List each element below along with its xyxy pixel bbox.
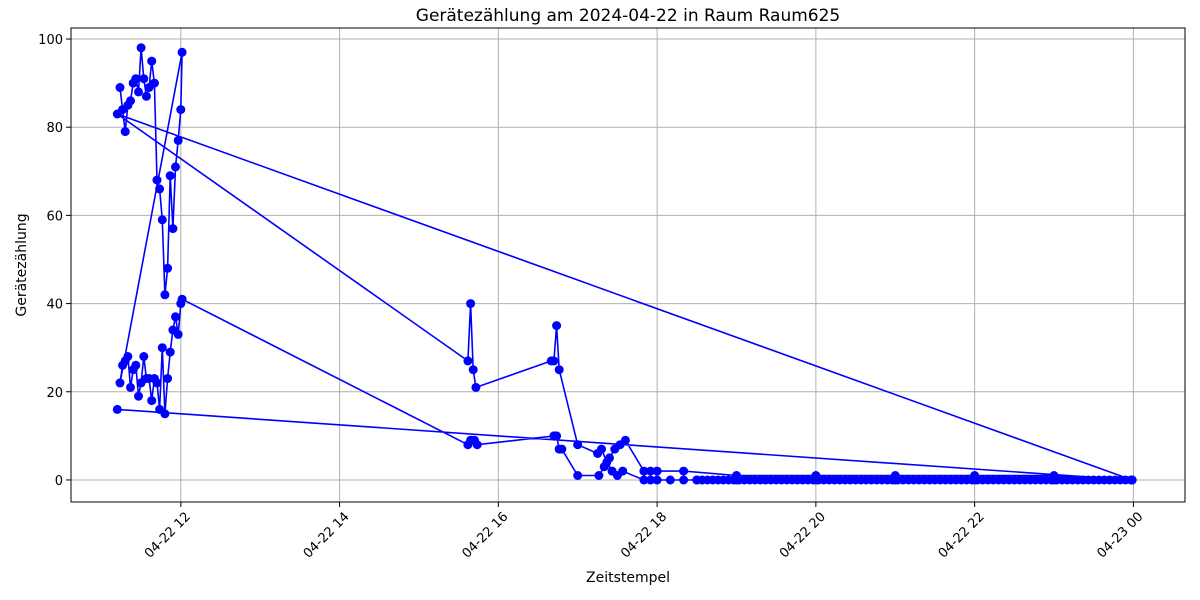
data-point <box>602 457 612 467</box>
data-point <box>171 312 180 322</box>
data-point <box>160 290 170 300</box>
x-tick-label: 04-22 14 <box>301 509 353 561</box>
y-tick-label: 80 <box>46 121 63 136</box>
chart-title: Gerätezählung am 2024-04-22 in Raum Raum… <box>416 6 840 26</box>
x-tick-label: 04-22 16 <box>459 509 511 561</box>
data-point <box>155 184 165 194</box>
data-point <box>1126 475 1136 485</box>
data-point <box>597 444 606 454</box>
data-point <box>646 475 655 485</box>
data-point <box>131 360 141 370</box>
x-tick-label: 04-22 20 <box>777 509 829 561</box>
y-tick-label: 100 <box>38 33 63 48</box>
data-point <box>471 382 481 392</box>
data-point <box>573 471 583 480</box>
data-point <box>177 294 187 304</box>
data-point <box>157 215 167 225</box>
data-point <box>639 466 649 476</box>
data-point <box>652 475 662 485</box>
data-point <box>618 466 628 476</box>
data-point <box>123 352 133 361</box>
data-point <box>112 109 122 119</box>
data-point <box>646 466 655 476</box>
data-point <box>549 356 559 366</box>
x-tick-label: 04-23 00 <box>1095 509 1147 561</box>
data-point <box>136 43 146 53</box>
x-tick-label: 04-22 12 <box>142 509 194 561</box>
data-point <box>147 56 157 66</box>
data-point <box>557 444 567 454</box>
data-point <box>163 263 173 273</box>
data-point <box>139 352 149 361</box>
data-point <box>112 404 122 414</box>
data-point <box>139 74 149 84</box>
series-line <box>116 46 1133 481</box>
data-point <box>573 440 583 450</box>
data-point <box>463 356 473 366</box>
data-point <box>554 365 564 375</box>
y-tick-label: 20 <box>46 386 63 401</box>
data-point <box>468 365 478 375</box>
data-point <box>472 440 482 450</box>
data-point <box>160 409 170 419</box>
data-point <box>165 171 175 181</box>
data-point <box>679 475 689 485</box>
data-point <box>639 475 649 485</box>
data-point <box>173 135 183 145</box>
data-point <box>679 466 689 476</box>
data-point <box>126 382 135 392</box>
data-point <box>168 224 178 234</box>
data-point <box>620 435 630 445</box>
x-tick-label: 04-22 18 <box>618 509 670 561</box>
data-point <box>176 105 186 115</box>
data-point <box>147 396 157 406</box>
y-tick-label: 60 <box>46 209 63 224</box>
series-layer <box>112 43 1137 485</box>
data-point <box>594 471 604 480</box>
data-point <box>665 475 675 485</box>
data-point <box>134 391 143 401</box>
data-point <box>177 47 187 57</box>
data-point <box>171 162 180 172</box>
y-tick-label: 40 <box>46 298 63 313</box>
data-point <box>165 347 175 357</box>
data-point <box>131 74 141 84</box>
y-tick-label: 0 <box>55 474 63 489</box>
data-point <box>163 374 173 383</box>
data-point <box>149 78 159 88</box>
data-point <box>552 321 562 331</box>
grid-lines <box>71 28 1185 502</box>
plot-area-frame <box>70 27 1186 503</box>
data-point <box>120 127 130 137</box>
data-point <box>466 299 476 309</box>
data-point <box>652 466 662 476</box>
y-axis-label: Gerätezählung <box>14 213 30 316</box>
x-axis-label: Zeitstempel <box>586 570 670 586</box>
data-point <box>157 343 167 353</box>
data-point <box>115 83 125 92</box>
data-point <box>173 329 183 339</box>
data-point <box>115 378 125 388</box>
data-point <box>552 431 562 441</box>
data-point <box>152 175 162 185</box>
data-point <box>141 91 151 101</box>
data-point <box>152 378 162 388</box>
x-tick-label: 04-22 22 <box>936 509 988 561</box>
data-point <box>126 96 135 106</box>
data-point <box>134 87 143 97</box>
